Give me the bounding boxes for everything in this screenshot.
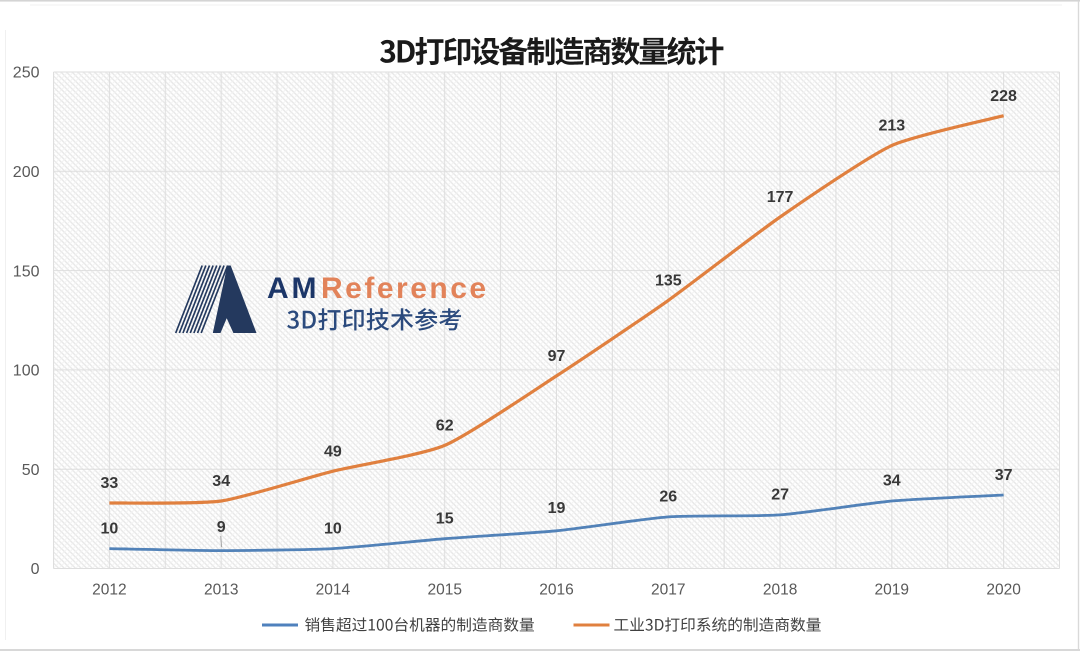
svg-text:10: 10 bbox=[101, 520, 119, 537]
svg-text:26: 26 bbox=[659, 489, 677, 506]
svg-text:228: 228 bbox=[990, 88, 1017, 105]
svg-text:2020: 2020 bbox=[986, 581, 1021, 598]
svg-text:19: 19 bbox=[548, 500, 566, 517]
svg-text:177: 177 bbox=[767, 189, 794, 206]
svg-text:97: 97 bbox=[548, 348, 566, 365]
svg-text:49: 49 bbox=[324, 443, 342, 460]
svg-text:50: 50 bbox=[22, 462, 40, 479]
svg-text:9: 9 bbox=[217, 519, 226, 536]
svg-text:100: 100 bbox=[13, 363, 40, 380]
svg-text:27: 27 bbox=[771, 487, 789, 504]
svg-text:213: 213 bbox=[878, 118, 905, 135]
svg-text:2013: 2013 bbox=[204, 581, 238, 598]
svg-text:34: 34 bbox=[212, 473, 230, 490]
svg-text:2012: 2012 bbox=[92, 581, 126, 598]
svg-text:0: 0 bbox=[31, 561, 40, 578]
svg-text:15: 15 bbox=[436, 511, 454, 528]
svg-text:62: 62 bbox=[436, 418, 454, 435]
svg-text:135: 135 bbox=[655, 273, 682, 290]
svg-text:2016: 2016 bbox=[539, 581, 573, 598]
svg-text:2018: 2018 bbox=[763, 581, 797, 598]
svg-text:2014: 2014 bbox=[316, 581, 351, 598]
svg-text:2017: 2017 bbox=[651, 581, 685, 598]
svg-text:200: 200 bbox=[13, 164, 40, 181]
svg-text:150: 150 bbox=[13, 263, 40, 280]
svg-text:2019: 2019 bbox=[875, 581, 909, 598]
svg-text:2015: 2015 bbox=[427, 581, 461, 598]
svg-text:250: 250 bbox=[13, 65, 40, 82]
svg-text:33: 33 bbox=[101, 475, 119, 492]
svg-text:37: 37 bbox=[995, 467, 1013, 484]
svg-text:10: 10 bbox=[324, 520, 342, 537]
svg-text:34: 34 bbox=[883, 473, 901, 490]
